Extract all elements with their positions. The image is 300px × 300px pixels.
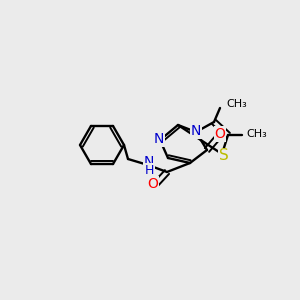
Text: N: N bbox=[191, 124, 201, 138]
Text: N: N bbox=[154, 132, 164, 146]
Text: S: S bbox=[219, 148, 229, 164]
Text: N: N bbox=[144, 155, 154, 169]
Text: CH₃: CH₃ bbox=[246, 129, 267, 139]
Text: H: H bbox=[144, 164, 154, 176]
Text: O: O bbox=[214, 127, 225, 141]
Text: CH₃: CH₃ bbox=[226, 99, 247, 109]
Text: O: O bbox=[148, 177, 158, 191]
